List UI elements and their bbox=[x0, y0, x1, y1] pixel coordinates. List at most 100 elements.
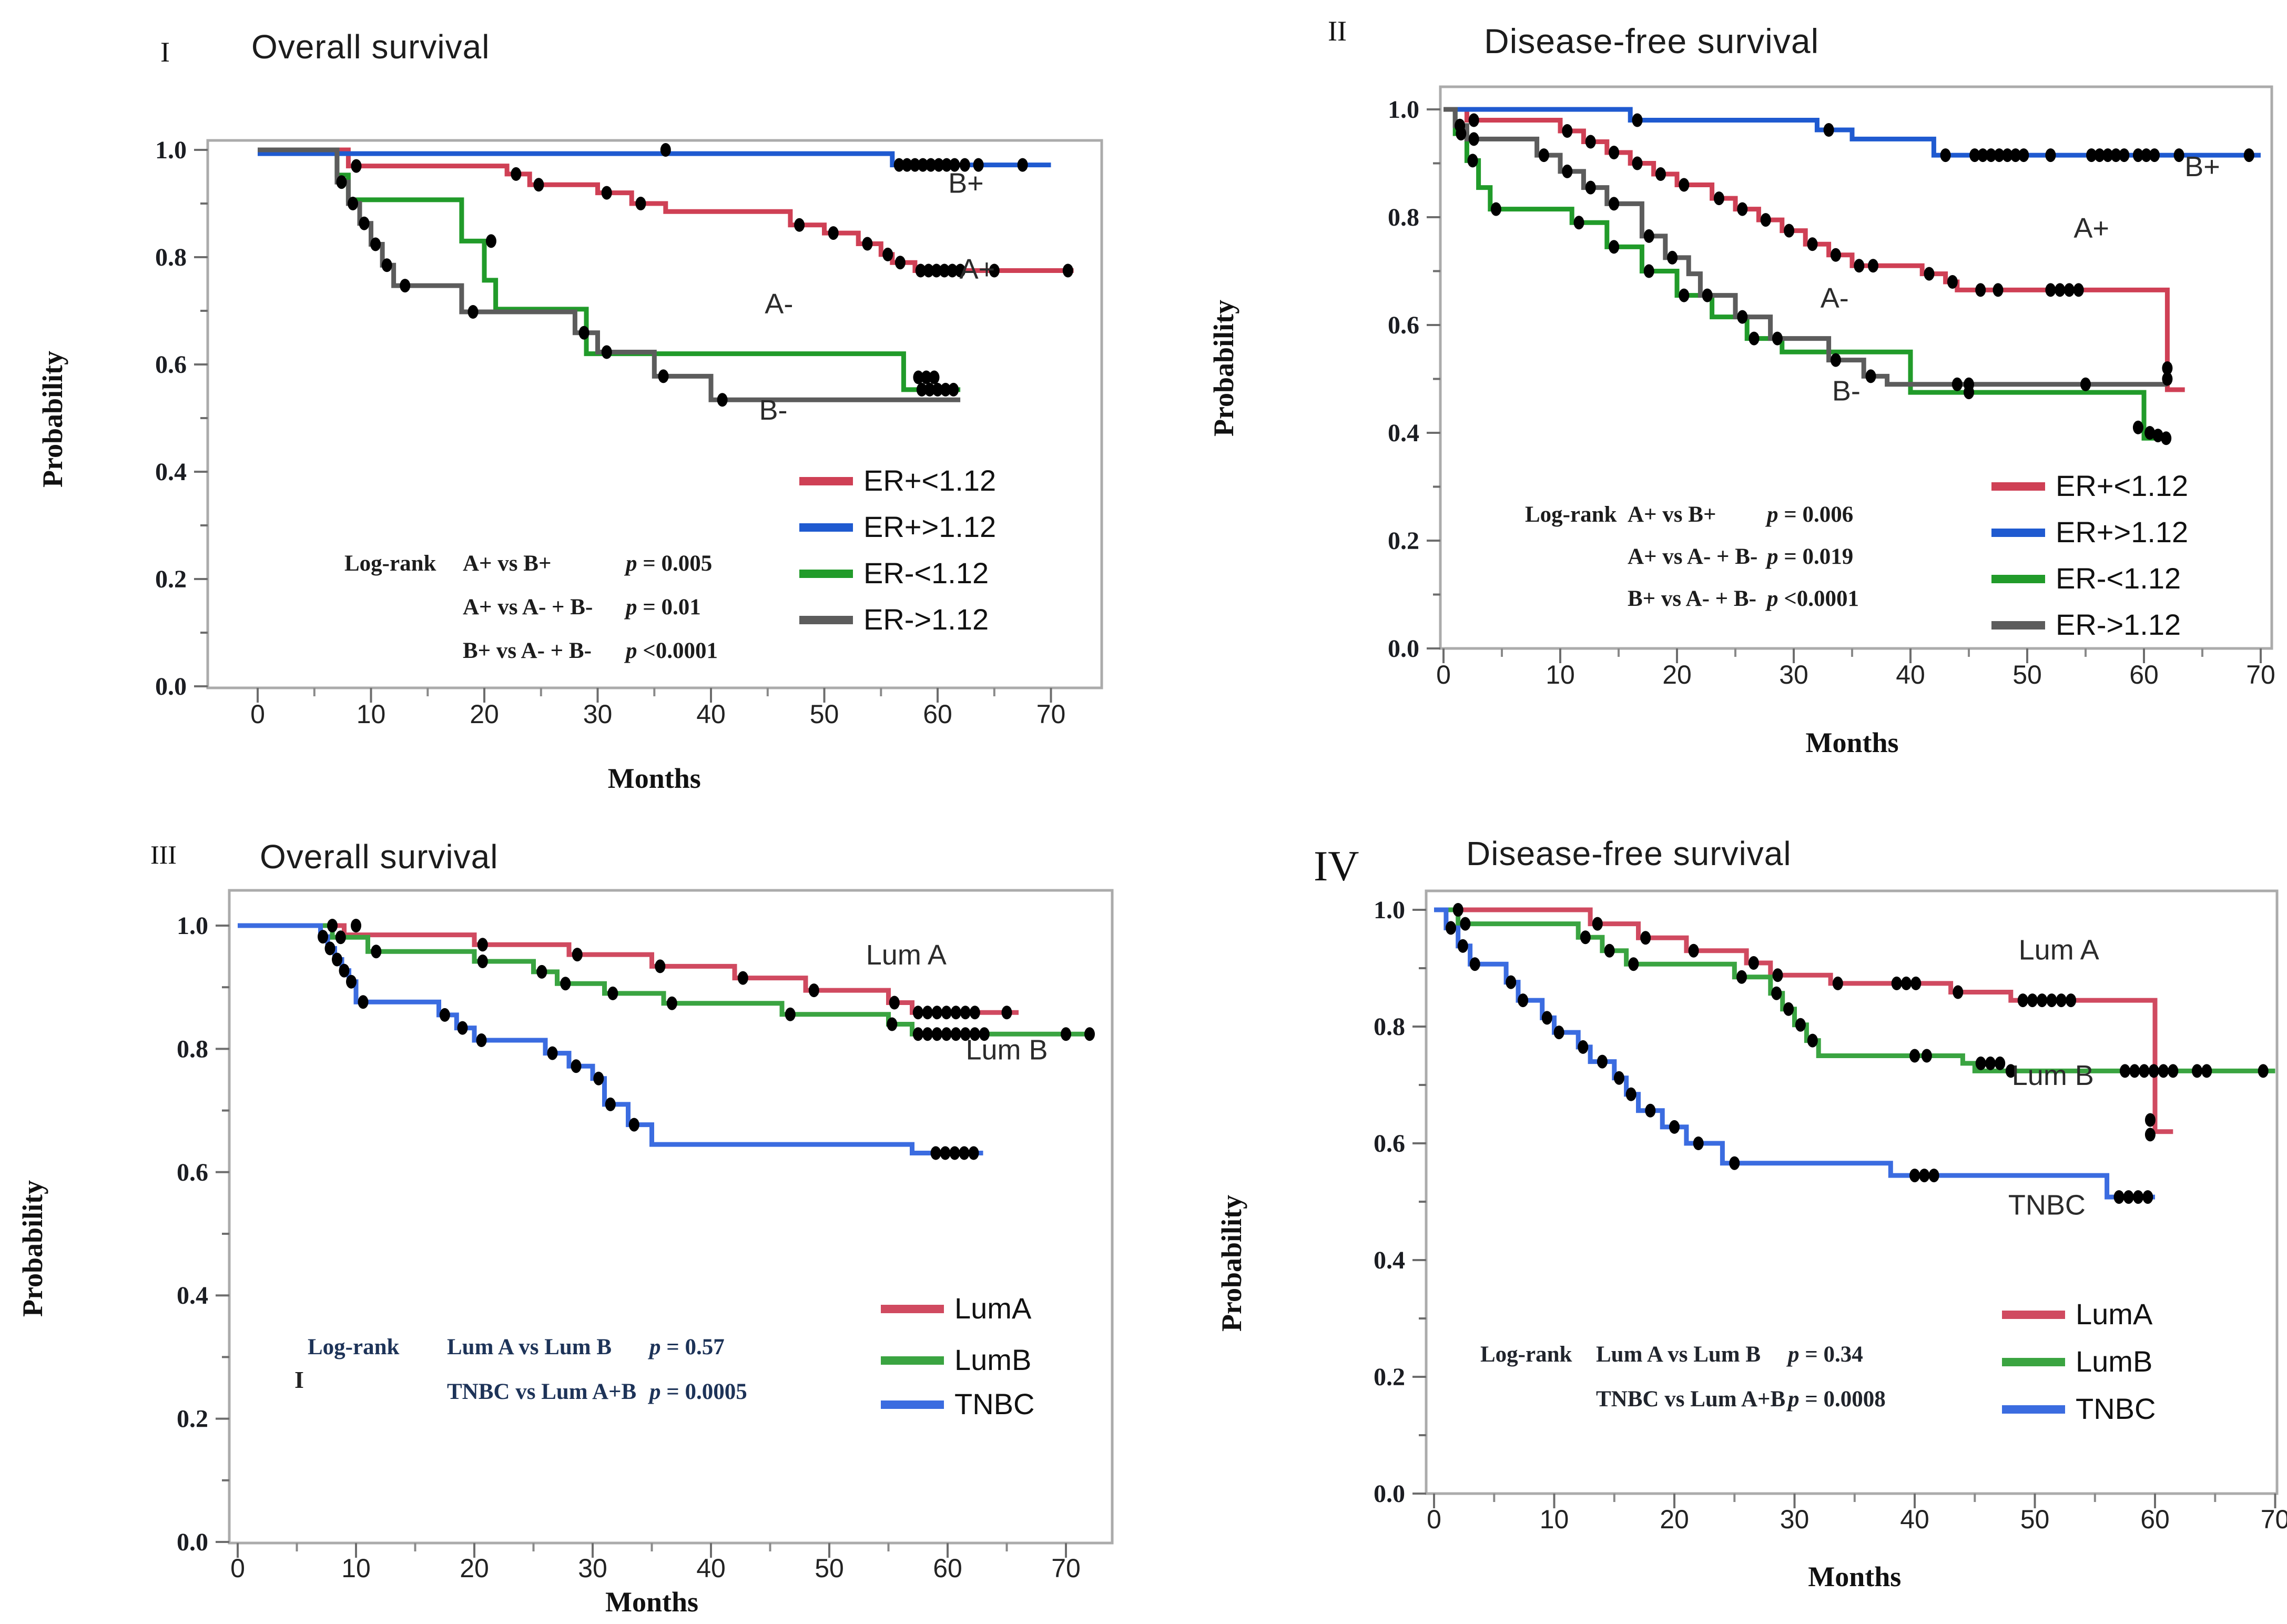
x-tick-label: 60 bbox=[923, 699, 952, 729]
logrank-heading: Log-rank bbox=[1480, 1342, 1572, 1367]
km-plot-panel-4: 0.0 0.2 0.4 0.6 0.8 1.0 0 10 20 30 40 50 60 70 Months P… bbox=[1216, 889, 2287, 1592]
logrank-pvalue: p <0.0001 bbox=[624, 638, 718, 663]
logrank-pvalue: p = 0.019 bbox=[1765, 544, 1853, 569]
y-axis-title: Probability bbox=[1216, 1195, 1247, 1332]
panel-title-overall-survival-2: Overall survival bbox=[260, 838, 499, 876]
y-tick-label: 0.0 bbox=[155, 673, 187, 701]
km-curve-ER-<1.12 bbox=[258, 147, 961, 392]
legend-label: LumA bbox=[954, 1292, 1032, 1325]
panel-numeral-4: IV bbox=[1314, 842, 1359, 890]
panel-title-disease-free-survival-2: Disease-free survival bbox=[1466, 835, 1792, 872]
x-tick-label: 70 bbox=[2246, 660, 2275, 689]
y-tick-label: 0.0 bbox=[177, 1528, 208, 1556]
curve-label-B+: B+ bbox=[2184, 151, 2220, 182]
km-curve-ER+>1.12 bbox=[258, 151, 1051, 168]
x-tick-label: 50 bbox=[810, 699, 839, 729]
km-curve-ER+>1.12 bbox=[1444, 107, 2261, 158]
legend-label: LumA bbox=[2076, 1297, 2153, 1331]
logrank-pvalue: p = 0.01 bbox=[624, 595, 701, 620]
logrank-comparison: A+ vs B+ bbox=[1628, 502, 1716, 527]
legend-label: LumB bbox=[954, 1343, 1031, 1376]
logrank-comparison: A+ vs A- + B- bbox=[1628, 544, 1757, 569]
x-tick-label: 0 bbox=[1427, 1505, 1441, 1534]
x-tick-label: 50 bbox=[2020, 1505, 2050, 1534]
x-tick-label: 50 bbox=[2012, 660, 2042, 689]
x-axis-title: Months bbox=[1808, 1561, 1901, 1592]
legend-label: ER+<1.12 bbox=[863, 464, 996, 497]
x-tick-label: 40 bbox=[696, 1554, 726, 1583]
y-tick-label: 0.2 bbox=[1374, 1363, 1405, 1391]
x-tick-label: 20 bbox=[470, 699, 499, 729]
y-tick-label: 1.0 bbox=[1374, 896, 1405, 924]
logrank-comparison: TNBC vs Lum A+B bbox=[447, 1379, 636, 1404]
curve-label-Lum-A: Lum A bbox=[866, 939, 947, 971]
x-tick-label: 50 bbox=[815, 1554, 844, 1583]
censor-marks bbox=[318, 919, 1095, 1160]
km-curve-ER->1.12 bbox=[1444, 107, 2168, 387]
y-tick-label: 0.8 bbox=[1388, 204, 1419, 231]
x-tick-label: 60 bbox=[2140, 1505, 2170, 1534]
y-tick-label: 0.8 bbox=[177, 1035, 208, 1063]
censor-marks bbox=[336, 143, 1073, 407]
x-tick-label: 10 bbox=[1546, 660, 1575, 689]
y-tick-label: 0.6 bbox=[155, 351, 187, 379]
curve-label-Lum-A: Lum A bbox=[2019, 934, 2099, 966]
x-tick-label: 40 bbox=[1896, 660, 1925, 689]
x-tick-label: 30 bbox=[583, 699, 613, 729]
plot-frame bbox=[228, 889, 1114, 1545]
legend: ER+<1.12 ER+>1.12 ER-<1.12 ER->1.12 bbox=[799, 464, 996, 636]
legend-label: ER+>1.12 bbox=[863, 510, 996, 543]
y-tick-label: 0.0 bbox=[1374, 1480, 1405, 1508]
logrank-pvalue: p = 0.0008 bbox=[1786, 1387, 1886, 1412]
y-axis-title: Probability bbox=[37, 351, 68, 488]
logrank-text: Log-rank A+ vs B+ p = 0.005 A+ vs A- + B-p … bbox=[344, 551, 718, 663]
stray-annotation: I bbox=[294, 1366, 304, 1393]
x-tick-label: 20 bbox=[1660, 1505, 1689, 1534]
panel-title-overall-survival-1: Overall survival bbox=[251, 28, 490, 66]
x-tick-label: 70 bbox=[1036, 699, 1066, 729]
logrank-pvalue: p = 0.34 bbox=[1786, 1342, 1863, 1367]
curve-label-A-: A- bbox=[1821, 282, 1849, 314]
curve-label-Lum-B: Lum B bbox=[2012, 1060, 2094, 1091]
logrank-comparison: B+ vs A- + B- bbox=[463, 638, 592, 663]
x-tick-label: 10 bbox=[1540, 1505, 1569, 1534]
panel-numeral-2: II bbox=[1328, 15, 1347, 47]
curve-label-A+: A+ bbox=[960, 253, 995, 285]
x-tick-label: 20 bbox=[1662, 660, 1692, 689]
legend: LumA LumB TNBC bbox=[2002, 1297, 2156, 1425]
legend-label: ER->1.12 bbox=[2056, 608, 2181, 641]
y-tick-label: 0.4 bbox=[155, 458, 187, 486]
x-tick-label: 70 bbox=[1051, 1554, 1081, 1583]
axes: 0.0 0.2 0.4 0.6 0.8 1.0 0 10 20 30 40 50 60 70 bbox=[155, 136, 1065, 729]
axes: 0.0 0.2 0.4 0.6 0.8 1.0 0 10 20 30 40 50 60 70 bbox=[1374, 896, 2287, 1534]
logrank-comparison: B+ vs A- + B- bbox=[1628, 586, 1756, 611]
y-tick-label: 0.2 bbox=[1388, 527, 1419, 555]
curve-label-A-: A- bbox=[765, 288, 793, 320]
y-tick-label: 0.4 bbox=[1388, 419, 1419, 447]
x-tick-label: 10 bbox=[341, 1554, 371, 1583]
x-axis-title: Months bbox=[1805, 727, 1898, 758]
axes: 0.0 0.2 0.4 0.6 0.8 1.0 0 10 20 30 40 50 60 70 bbox=[1388, 96, 2275, 689]
x-tick-label: 0 bbox=[230, 1554, 245, 1583]
y-tick-label: 0.6 bbox=[1388, 311, 1419, 339]
km-curve-TNBC bbox=[1434, 907, 2155, 1200]
x-tick-label: 20 bbox=[460, 1554, 489, 1583]
x-tick-label: 30 bbox=[578, 1554, 607, 1583]
axes: 0.0 0.2 0.4 0.6 0.8 1.0 0 10 20 30 40 50 60 70 bbox=[177, 912, 1081, 1583]
curve-label-B+: B+ bbox=[948, 168, 984, 199]
panel-numeral-1: I bbox=[160, 36, 170, 68]
legend-label: ER->1.12 bbox=[863, 603, 989, 636]
logrank-comparison: A+ vs B+ bbox=[463, 551, 551, 576]
legend-label: LumB bbox=[2076, 1345, 2152, 1378]
curve-label-TNBC: TNBC bbox=[2008, 1189, 2086, 1221]
legend: ER+<1.12 ER+>1.12 ER-<1.12 ER->1.12 bbox=[1991, 469, 2188, 641]
x-tick-label: 60 bbox=[933, 1554, 962, 1583]
logrank-pvalue: p = 0.57 bbox=[647, 1335, 725, 1359]
y-tick-label: 1.0 bbox=[177, 912, 208, 940]
y-tick-label: 0.4 bbox=[177, 1282, 208, 1310]
y-tick-label: 0.8 bbox=[155, 243, 187, 271]
km-plot-panel-3: 0.0 0.2 0.4 0.6 0.8 1.0 0 10 20 30 40 50 60 70 Months P… bbox=[17, 889, 1114, 1618]
legend-label: ER-<1.12 bbox=[2056, 562, 2181, 595]
